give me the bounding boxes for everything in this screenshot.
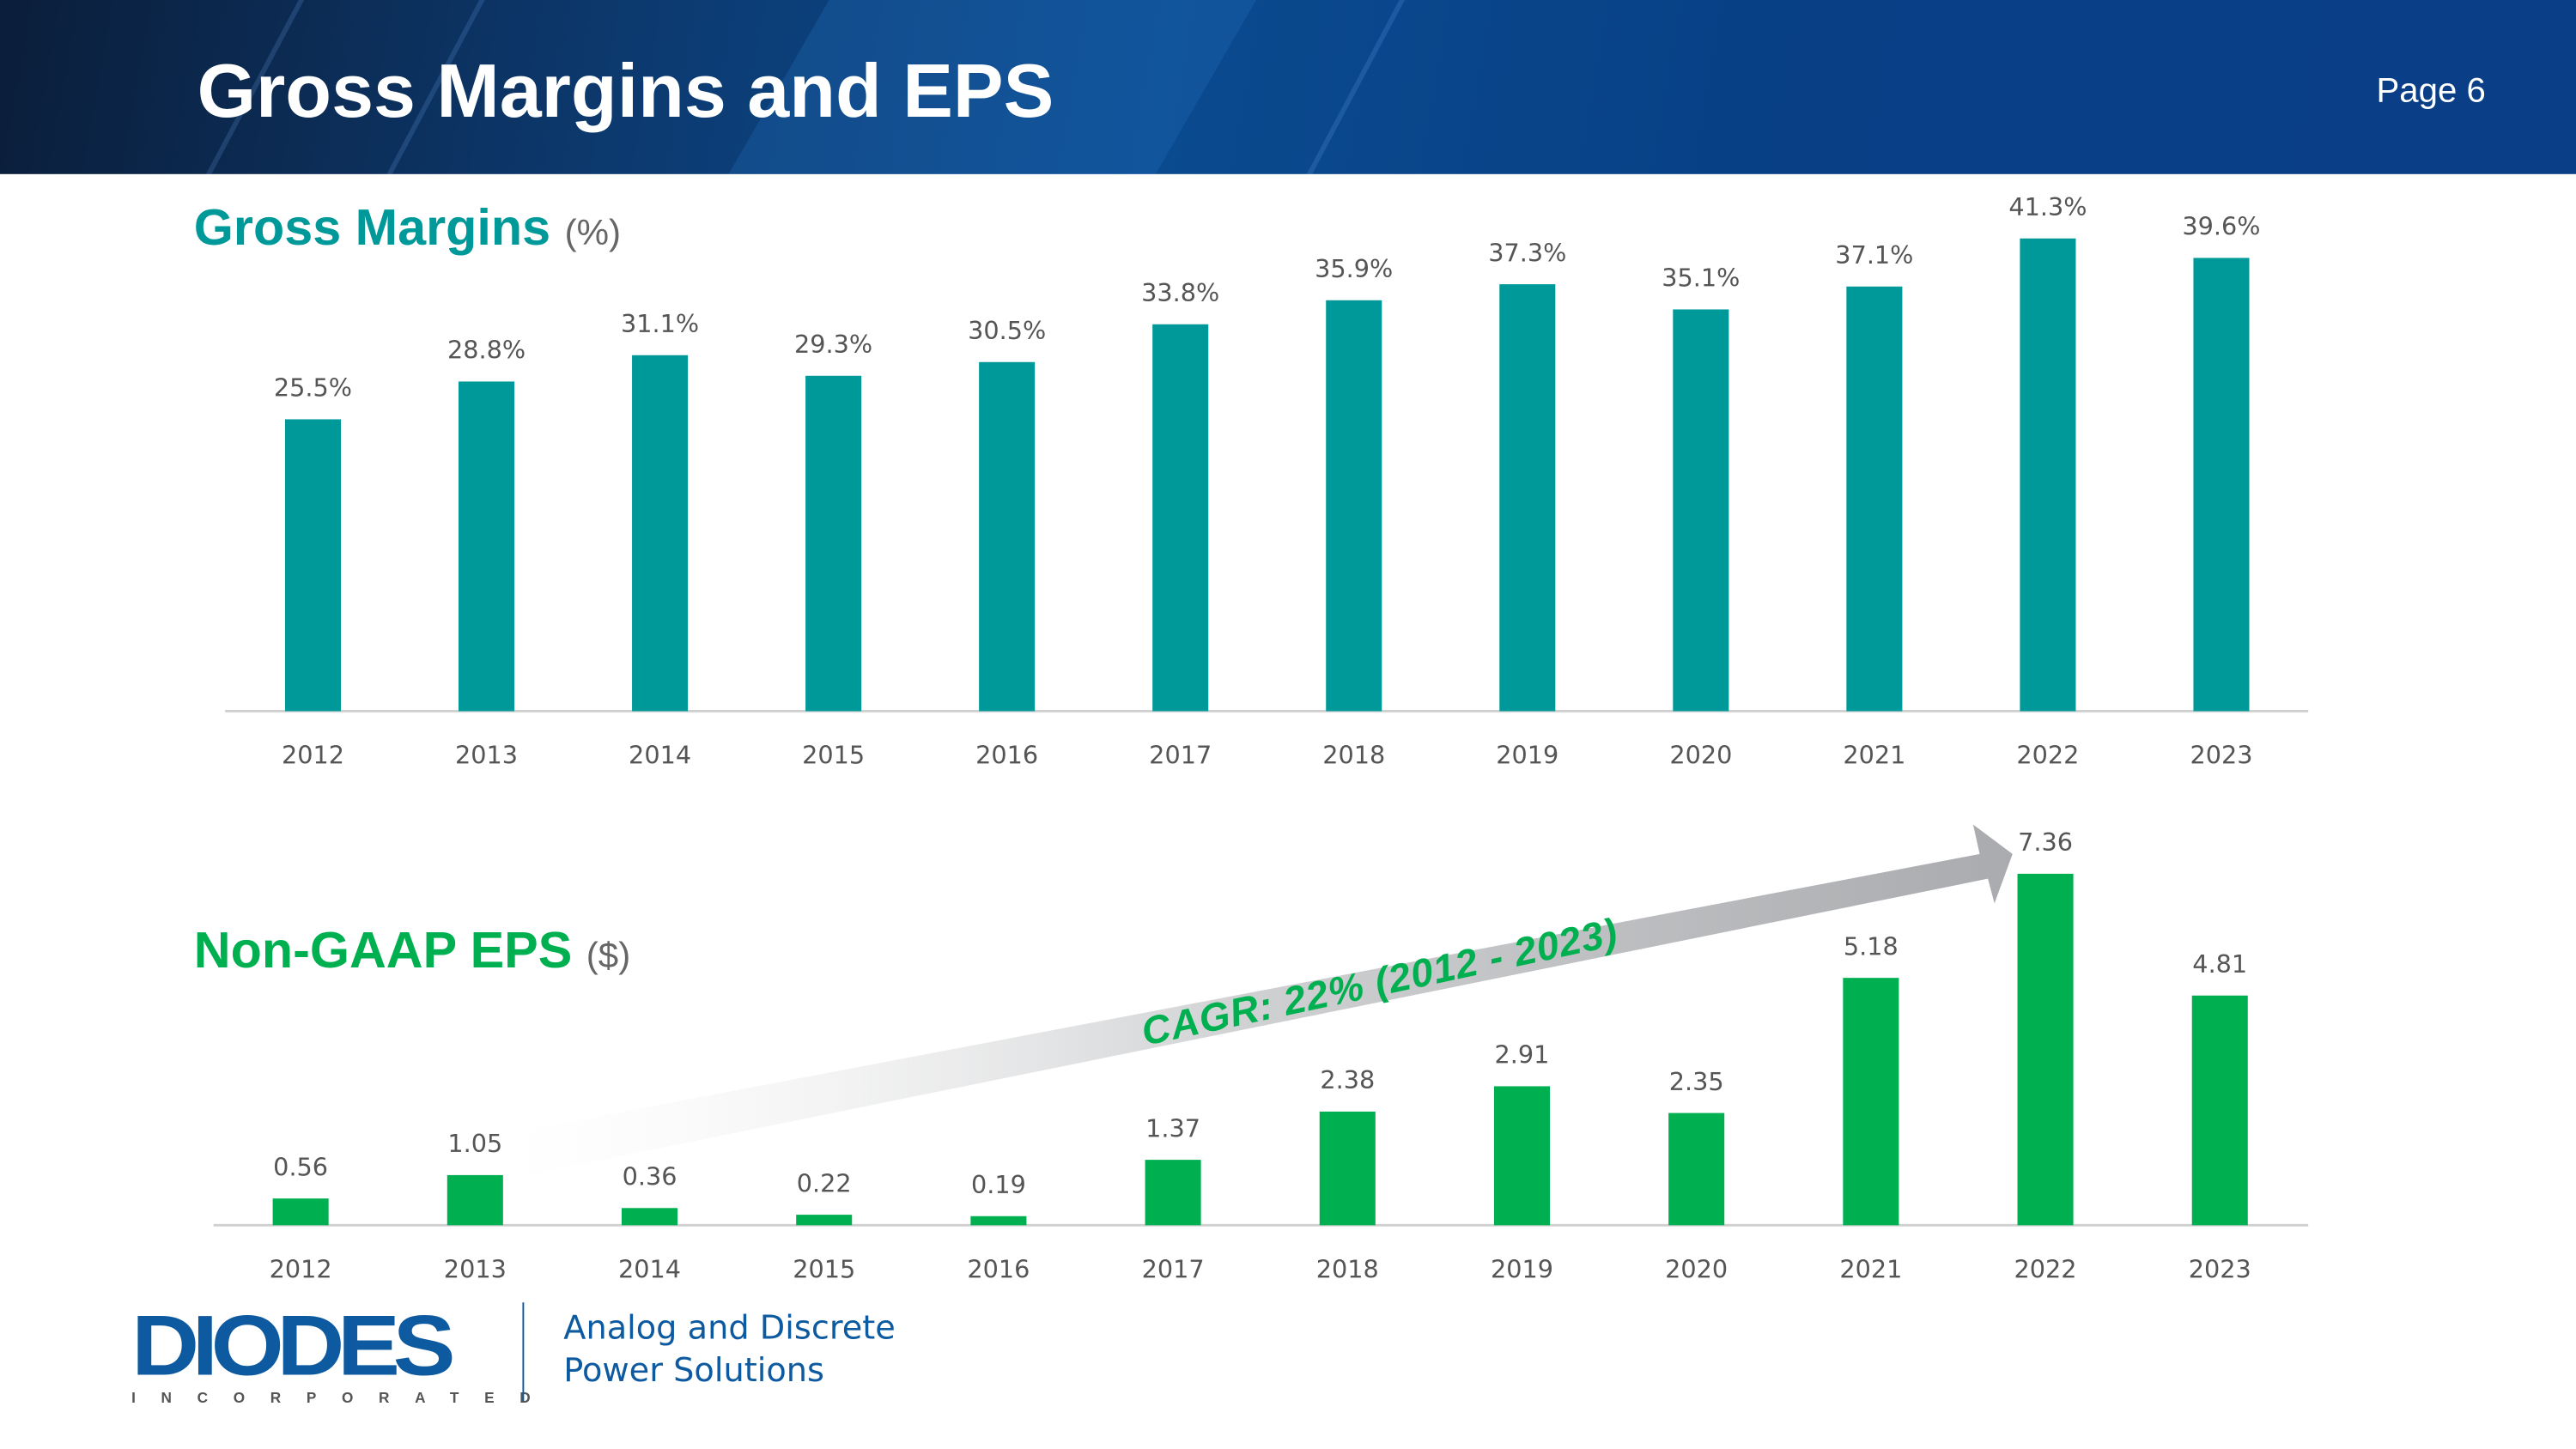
cagr-arrow: [492, 824, 2013, 1179]
data-label: 35.1%: [1662, 264, 1740, 293]
data-label: 0.56: [273, 1152, 328, 1181]
data-label: 2.38: [1320, 1065, 1375, 1094]
footer-divider: [522, 1302, 525, 1402]
x-tick-label: 2014: [629, 741, 691, 770]
x-tick-label: 2014: [618, 1255, 681, 1284]
eps-unit: ($): [586, 934, 631, 976]
x-tick-label: 2012: [282, 741, 344, 770]
data-label: 1.37: [1145, 1113, 1200, 1143]
bar-2014: [632, 355, 689, 712]
eps-chart: 0.56 2012 1.05 2013 0.36 2014 0.22 2015 0.19 2016…: [213, 828, 2309, 1284]
bar-2016: [979, 361, 1036, 712]
data-label: 2.35: [1669, 1067, 1724, 1096]
data-label: 37.1%: [1835, 240, 1913, 270]
data-label: 37.3%: [1488, 238, 1566, 267]
bar-2023: [2191, 995, 2248, 1226]
gross-margins-title: Gross Margins (%): [194, 199, 621, 258]
data-label: 2.91: [1495, 1040, 1550, 1070]
x-tick-label: 2018: [1322, 741, 1385, 770]
logo-subtext: INCORPORATED: [131, 1389, 556, 1406]
bar-2014: [621, 1208, 678, 1226]
x-tick-label: 2013: [455, 741, 518, 770]
gross-margins-chart: 25.5% 2012 28.8% 2013 31.1% 2014 29.3% 2015 30.5…: [225, 192, 2309, 770]
slide-title: Gross Margins and EPS: [197, 47, 1054, 133]
x-tick-label: 2019: [1491, 1255, 1553, 1284]
data-label: 41.3%: [2008, 192, 2087, 221]
data-label: 1.05: [447, 1129, 502, 1158]
logo-wordmark: DIODES: [131, 1299, 456, 1395]
x-tick-label: 2016: [967, 1255, 1030, 1284]
gm-title-text: Gross Margins: [193, 198, 551, 257]
bar-2012: [272, 1198, 329, 1226]
data-label: 30.5%: [968, 316, 1046, 345]
eps-title-text: Non-GAAP EPS: [193, 921, 573, 979]
x-tick-label: 2021: [1843, 741, 1905, 770]
x-tick-label: 2019: [1496, 741, 1558, 770]
data-label: 29.3%: [794, 330, 872, 359]
page-number: Page 6: [2376, 72, 2486, 111]
data-label: 0.36: [623, 1162, 677, 1191]
x-tick-label: 2012: [270, 1255, 332, 1284]
data-label: 28.8%: [447, 336, 526, 365]
data-label: 33.8%: [1141, 278, 1219, 307]
tagline: Analog and Discrete Power Solutions: [563, 1306, 896, 1391]
tagline-line2: Power Solutions: [563, 1349, 824, 1390]
bar-2013: [459, 381, 515, 712]
x-tick-label: 2021: [1839, 1255, 1902, 1284]
diodes-logo: DIODES INCORPORATED: [131, 1304, 556, 1406]
x-tick-label: 2017: [1149, 741, 1212, 770]
bar-2015: [805, 375, 862, 712]
gm-unit: (%): [564, 211, 622, 253]
data-label: 0.19: [971, 1170, 1026, 1199]
bar-2021: [1843, 978, 1899, 1226]
x-tick-label: 2015: [793, 1255, 855, 1284]
x-tick-label: 2022: [2014, 1255, 2077, 1284]
bar-2013: [447, 1174, 503, 1226]
bar-2018: [1326, 300, 1382, 712]
data-label: 39.6%: [2182, 212, 2260, 241]
tagline-line1: Analog and Discrete: [563, 1307, 896, 1347]
data-label: 35.9%: [1315, 254, 1393, 283]
x-tick-label: 2016: [975, 741, 1038, 770]
bar-2017: [1145, 1160, 1201, 1226]
bar-2020: [1668, 1113, 1725, 1226]
bar-2018: [1319, 1111, 1376, 1226]
bar-2020: [1673, 309, 1729, 712]
bar-2019: [1499, 284, 1556, 712]
data-label: 31.1%: [621, 309, 699, 338]
data-label: 7.36: [2018, 828, 2073, 857]
bar-2023: [2193, 258, 2250, 712]
bar-2022: [2020, 238, 2076, 712]
bar-2021: [1846, 286, 1903, 712]
x-tick-label: 2020: [1669, 741, 1732, 770]
bar-2012: [284, 419, 342, 712]
bar-2022: [2017, 873, 2074, 1226]
bar-2015: [796, 1215, 853, 1226]
bar-2017: [1152, 324, 1209, 712]
data-label: 4.81: [2192, 949, 2247, 979]
data-label: 5.18: [1844, 931, 1899, 961]
x-tick-label: 2017: [1142, 1255, 1205, 1284]
x-tick-label: 2013: [444, 1255, 507, 1284]
x-tick-label: 2022: [2016, 741, 2079, 770]
x-tick-label: 2018: [1316, 1255, 1379, 1284]
bar-2019: [1493, 1086, 1551, 1226]
header-banner: Gross Margins and EPS Page 6: [0, 0, 2576, 174]
x-tick-label: 2015: [802, 741, 865, 770]
eps-title: Non-GAAP EPS ($): [194, 921, 630, 980]
data-label: 25.5%: [274, 373, 352, 403]
x-tick-label: 2023: [2190, 741, 2252, 770]
x-tick-label: 2020: [1665, 1255, 1728, 1284]
x-tick-label: 2023: [2189, 1255, 2251, 1284]
bar-2016: [970, 1216, 1027, 1226]
data-label: 0.22: [797, 1168, 852, 1197]
